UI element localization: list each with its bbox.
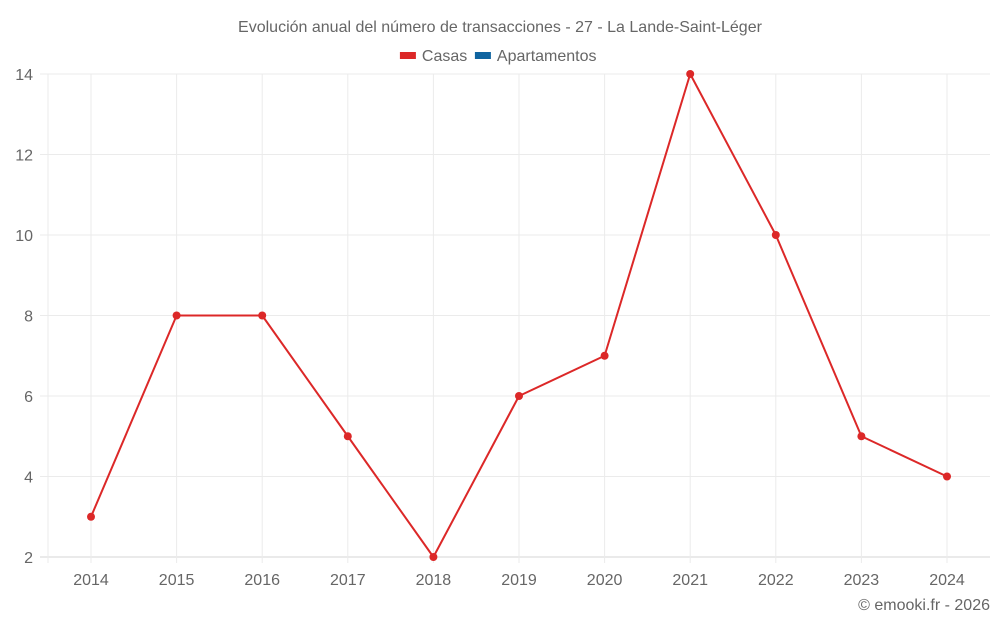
legend: Casas Apartamentos (399, 48, 597, 65)
x-axis: 2014 2015 2016 2017 2018 2019 2020 2021 2022 2023… (73, 572, 965, 589)
data-point[interactable] (258, 311, 267, 320)
legend-swatch (474, 52, 491, 59)
x-tick-label: 2022 (758, 572, 794, 589)
data-point[interactable] (429, 553, 438, 561)
grid (40, 73, 990, 563)
x-tick-label: 2021 (672, 572, 708, 589)
legend-item-apartamentos[interactable]: Apartamentos (474, 48, 597, 65)
data-point[interactable] (343, 432, 352, 441)
x-tick-label: 2015 (159, 572, 195, 589)
legend-item-casas[interactable]: Casas (399, 48, 467, 65)
data-point[interactable] (600, 351, 609, 360)
y-tick-label: 4 (24, 470, 33, 487)
legend-label: Casas (422, 48, 467, 65)
legend-swatch (399, 52, 416, 59)
x-tick-label: 2019 (501, 572, 537, 589)
chart-title: Evolución anual del número de transaccio… (238, 19, 763, 36)
y-tick-label: 6 (24, 389, 33, 406)
x-tick-label: 2023 (844, 572, 880, 589)
legend-label: Apartamentos (497, 48, 597, 65)
data-point[interactable] (515, 392, 523, 400)
series-layer (87, 70, 951, 561)
y-tick-label: 10 (15, 228, 33, 245)
y-axis: 2 4 6 8 10 12 14 (15, 67, 33, 567)
y-tick-label: 12 (15, 148, 33, 165)
data-point[interactable] (857, 432, 866, 441)
data-point[interactable] (686, 70, 695, 78)
copyright-footer: © emooki.fr - 2026 (858, 597, 990, 614)
x-tick-label: 2017 (330, 572, 366, 589)
x-tick-label: 2014 (73, 572, 109, 589)
y-tick-label: 2 (24, 550, 33, 567)
data-point[interactable] (771, 231, 780, 239)
x-tick-label: 2020 (587, 572, 623, 589)
x-tick-label: 2016 (244, 572, 280, 589)
x-tick-label: 2024 (929, 572, 965, 589)
data-point[interactable] (172, 311, 181, 320)
y-tick-label: 14 (15, 67, 33, 84)
data-point[interactable] (943, 472, 951, 481)
data-point[interactable] (87, 512, 95, 521)
y-tick-label: 8 (24, 309, 33, 326)
x-tick-label: 2018 (416, 572, 452, 589)
